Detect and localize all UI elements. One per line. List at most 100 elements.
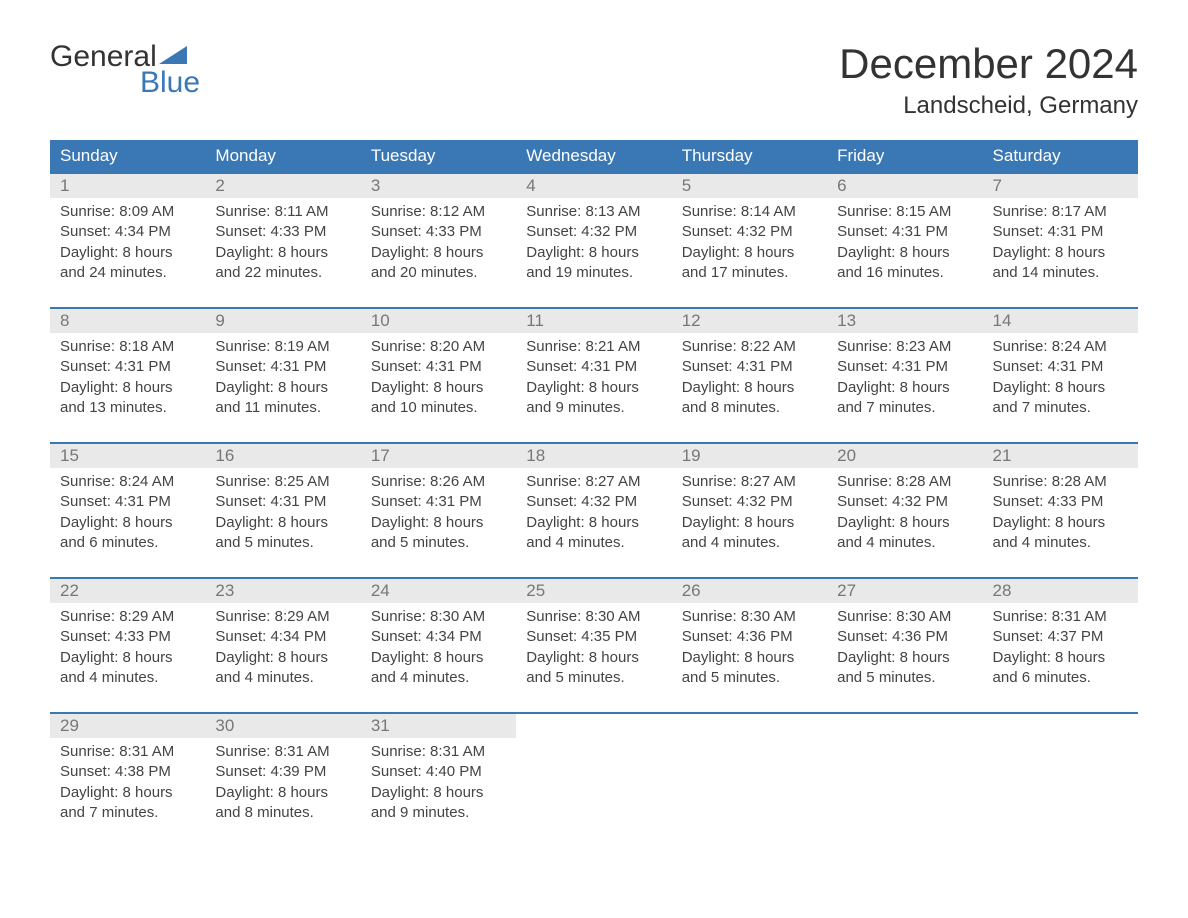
sunrise-text: Sunrise: 8:14 AM [682,202,817,222]
day-content: Sunrise: 8:30 AMSunset: 4:35 PMDaylight:… [516,603,671,712]
sunset-text: Sunset: 4:37 PM [993,627,1128,647]
sunset-text: Sunset: 4:32 PM [682,492,817,512]
daylight1-text: Daylight: 8 hours [371,648,506,668]
day-number: 15 [50,444,205,468]
sunset-text: Sunset: 4:31 PM [682,357,817,377]
sunrise-text: Sunrise: 8:30 AM [837,607,972,627]
daylight1-text: Daylight: 8 hours [526,243,661,263]
sunset-text: Sunset: 4:33 PM [60,627,195,647]
day-number: 2 [205,174,360,198]
day-content: Sunrise: 8:29 AMSunset: 4:34 PMDaylight:… [205,603,360,712]
daylight1-text: Daylight: 8 hours [215,513,350,533]
daylight2-text: and 6 minutes. [60,533,195,553]
daylight1-text: Daylight: 8 hours [526,513,661,533]
calendar-cell: 10Sunrise: 8:20 AMSunset: 4:31 PMDayligh… [361,308,516,443]
day-content: Sunrise: 8:12 AMSunset: 4:33 PMDaylight:… [361,198,516,307]
day-content: Sunrise: 8:31 AMSunset: 4:40 PMDaylight:… [361,738,516,847]
sunset-text: Sunset: 4:33 PM [993,492,1128,512]
sunrise-text: Sunrise: 8:30 AM [682,607,817,627]
sunrise-text: Sunrise: 8:17 AM [993,202,1128,222]
col-monday: Monday [205,140,360,173]
sunrise-text: Sunrise: 8:25 AM [215,472,350,492]
sunrise-text: Sunrise: 8:30 AM [526,607,661,627]
calendar-cell: 16Sunrise: 8:25 AMSunset: 4:31 PMDayligh… [205,443,360,578]
daylight2-text: and 4 minutes. [526,533,661,553]
col-sunday: Sunday [50,140,205,173]
month-title: December 2024 [839,40,1138,88]
calendar-cell: 18Sunrise: 8:27 AMSunset: 4:32 PMDayligh… [516,443,671,578]
daylight2-text: and 11 minutes. [215,398,350,418]
sunrise-text: Sunrise: 8:13 AM [526,202,661,222]
day-number: 28 [983,579,1138,603]
sunrise-text: Sunrise: 8:24 AM [60,472,195,492]
day-number: 23 [205,579,360,603]
calendar-cell: 26Sunrise: 8:30 AMSunset: 4:36 PMDayligh… [672,578,827,713]
day-content: Sunrise: 8:31 AMSunset: 4:39 PMDaylight:… [205,738,360,847]
title-block: December 2024 Landscheid, Germany [839,40,1138,120]
daylight2-text: and 9 minutes. [371,803,506,823]
day-number: 16 [205,444,360,468]
sunset-text: Sunset: 4:38 PM [60,762,195,782]
sunset-text: Sunset: 4:33 PM [371,222,506,242]
day-content: Sunrise: 8:19 AMSunset: 4:31 PMDaylight:… [205,333,360,442]
sunrise-text: Sunrise: 8:30 AM [371,607,506,627]
daylight1-text: Daylight: 8 hours [993,378,1128,398]
col-thursday: Thursday [672,140,827,173]
calendar-cell: 7Sunrise: 8:17 AMSunset: 4:31 PMDaylight… [983,173,1138,308]
day-number: 6 [827,174,982,198]
daylight1-text: Daylight: 8 hours [215,783,350,803]
day-number: 8 [50,309,205,333]
day-content: Sunrise: 8:13 AMSunset: 4:32 PMDaylight:… [516,198,671,307]
calendar-cell: 21Sunrise: 8:28 AMSunset: 4:33 PMDayligh… [983,443,1138,578]
day-content: Sunrise: 8:27 AMSunset: 4:32 PMDaylight:… [672,468,827,577]
sunset-text: Sunset: 4:31 PM [60,357,195,377]
sunset-text: Sunset: 4:31 PM [60,492,195,512]
day-number: 12 [672,309,827,333]
day-content: Sunrise: 8:17 AMSunset: 4:31 PMDaylight:… [983,198,1138,307]
day-number: 29 [50,714,205,738]
calendar-cell: 29Sunrise: 8:31 AMSunset: 4:38 PMDayligh… [50,713,205,847]
day-number: 1 [50,174,205,198]
day-number: 20 [827,444,982,468]
daylight2-text: and 16 minutes. [837,263,972,283]
daylight2-text: and 6 minutes. [993,668,1128,688]
daylight1-text: Daylight: 8 hours [371,378,506,398]
daylight2-text: and 4 minutes. [682,533,817,553]
day-number: 4 [516,174,671,198]
week-row: 1Sunrise: 8:09 AMSunset: 4:34 PMDaylight… [50,173,1138,308]
sunset-text: Sunset: 4:32 PM [837,492,972,512]
daylight1-text: Daylight: 8 hours [371,783,506,803]
sunrise-text: Sunrise: 8:31 AM [371,742,506,762]
daylight2-text: and 7 minutes. [993,398,1128,418]
daylight1-text: Daylight: 8 hours [837,378,972,398]
daylight2-text: and 7 minutes. [837,398,972,418]
sunset-text: Sunset: 4:32 PM [526,222,661,242]
calendar-cell: 22Sunrise: 8:29 AMSunset: 4:33 PMDayligh… [50,578,205,713]
empty-day [827,714,982,738]
sunset-text: Sunset: 4:32 PM [682,222,817,242]
sunset-text: Sunset: 4:40 PM [371,762,506,782]
day-number: 30 [205,714,360,738]
day-content: Sunrise: 8:11 AMSunset: 4:33 PMDaylight:… [205,198,360,307]
calendar-cell: 19Sunrise: 8:27 AMSunset: 4:32 PMDayligh… [672,443,827,578]
day-content: Sunrise: 8:27 AMSunset: 4:32 PMDaylight:… [516,468,671,577]
sunrise-text: Sunrise: 8:23 AM [837,337,972,357]
sunrise-text: Sunrise: 8:28 AM [993,472,1128,492]
day-content: Sunrise: 8:09 AMSunset: 4:34 PMDaylight:… [50,198,205,307]
day-number: 5 [672,174,827,198]
daylight1-text: Daylight: 8 hours [837,243,972,263]
daylight2-text: and 19 minutes. [526,263,661,283]
day-content: Sunrise: 8:24 AMSunset: 4:31 PMDaylight:… [983,333,1138,442]
sunrise-text: Sunrise: 8:09 AM [60,202,195,222]
sunrise-text: Sunrise: 8:19 AM [215,337,350,357]
day-content: Sunrise: 8:31 AMSunset: 4:37 PMDaylight:… [983,603,1138,712]
day-number: 13 [827,309,982,333]
day-content: Sunrise: 8:29 AMSunset: 4:33 PMDaylight:… [50,603,205,712]
day-content: Sunrise: 8:28 AMSunset: 4:32 PMDaylight:… [827,468,982,577]
sunrise-text: Sunrise: 8:27 AM [526,472,661,492]
sunrise-text: Sunrise: 8:29 AM [215,607,350,627]
calendar-table: Sunday Monday Tuesday Wednesday Thursday… [50,140,1138,847]
sunset-text: Sunset: 4:33 PM [215,222,350,242]
day-content: Sunrise: 8:18 AMSunset: 4:31 PMDaylight:… [50,333,205,442]
sunset-text: Sunset: 4:31 PM [371,492,506,512]
